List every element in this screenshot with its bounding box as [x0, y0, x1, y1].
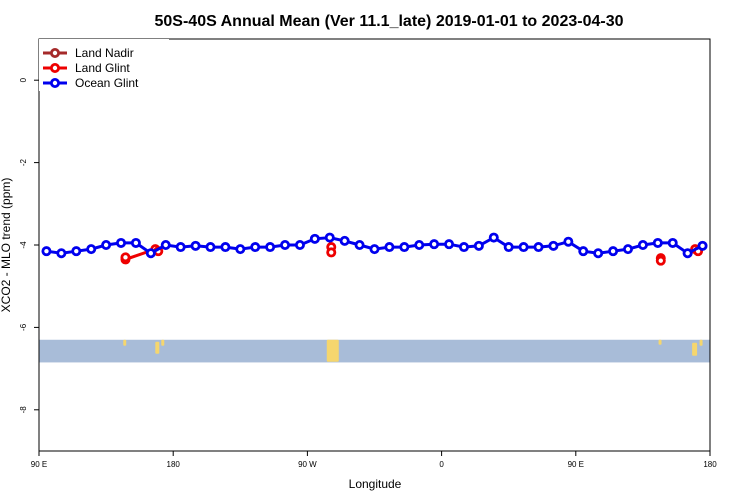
data-point [145, 248, 156, 259]
data-point [667, 237, 678, 248]
data-point [578, 246, 589, 257]
data-point [429, 239, 440, 250]
data-point [280, 239, 291, 250]
land-patch [161, 339, 165, 346]
map-strip [39, 339, 710, 363]
data-point [175, 242, 186, 253]
y-tick-label: -8 [19, 406, 28, 414]
data-point [369, 244, 380, 255]
data-point [414, 239, 425, 250]
land-patch [699, 339, 703, 346]
data-point [518, 242, 529, 253]
data-point [324, 232, 335, 243]
data-point [655, 255, 666, 266]
data-point [41, 246, 52, 257]
data-point [458, 242, 469, 253]
data-point [265, 242, 276, 253]
data-point [682, 248, 693, 259]
data-point [503, 242, 514, 253]
x-tick-label: 90 W [298, 460, 317, 469]
data-point [71, 246, 82, 257]
data-point [120, 252, 131, 263]
data-point [488, 232, 499, 243]
data-point [384, 242, 395, 253]
data-point [250, 242, 261, 253]
data-point [444, 239, 455, 250]
ocean-band [39, 339, 710, 363]
legend-label: Ocean Glint [75, 76, 139, 90]
data-point [399, 242, 410, 253]
data-point [326, 247, 337, 258]
y-axis: 0 -2 -4 -6 -8 [19, 77, 39, 413]
land-patch [155, 341, 160, 354]
x-tick-label: 90 E [568, 460, 584, 469]
data-point [608, 246, 619, 257]
data-point [593, 248, 604, 259]
data-point [235, 244, 246, 255]
series-layer [41, 232, 708, 266]
data-point [637, 239, 648, 250]
x-tick-label: 180 [167, 460, 181, 469]
data-point [101, 239, 112, 250]
legend-label: Land Nadir [75, 46, 134, 60]
x-axis: 90 E 180 90 W 0 90 E 180 [31, 451, 717, 469]
legend-marker [50, 63, 61, 74]
data-point [622, 244, 633, 255]
data-point [563, 236, 574, 247]
data-point [116, 237, 127, 248]
data-point [354, 239, 365, 250]
data-point [130, 237, 141, 248]
data-point [533, 242, 544, 253]
land-patch [123, 339, 127, 346]
x-tick-label: 90 E [31, 460, 47, 469]
data-point [205, 242, 216, 253]
land-patch [326, 339, 339, 362]
data-point [548, 240, 559, 251]
data-point [473, 240, 484, 251]
data-point [86, 244, 97, 255]
chart-title: 50S-40S Annual Mean (Ver 11.1_late) 2019… [155, 13, 624, 30]
data-point [697, 240, 708, 251]
y-tick-label: 0 [19, 77, 28, 82]
x-tick-label: 0 [439, 460, 444, 469]
legend-label: Land Glint [75, 61, 130, 75]
land-patch [692, 342, 698, 356]
data-point [294, 239, 305, 250]
legend-marker [50, 48, 61, 59]
data-point [339, 235, 350, 246]
y-tick-label: -6 [19, 323, 28, 331]
land-patch [658, 339, 662, 345]
y-axis-label: XCO2 - MLO trend (ppm) [0, 178, 13, 313]
data-point [56, 248, 67, 259]
y-tick-label: -2 [19, 158, 28, 166]
x-axis-label: Longitude [349, 477, 402, 491]
data-point [160, 239, 171, 250]
data-point [652, 237, 663, 248]
data-point [190, 240, 201, 251]
y-tick-label: -4 [19, 241, 28, 249]
data-point [309, 233, 320, 244]
x-tick-label: 180 [703, 460, 717, 469]
legend-marker [50, 78, 61, 89]
data-point [220, 242, 231, 253]
